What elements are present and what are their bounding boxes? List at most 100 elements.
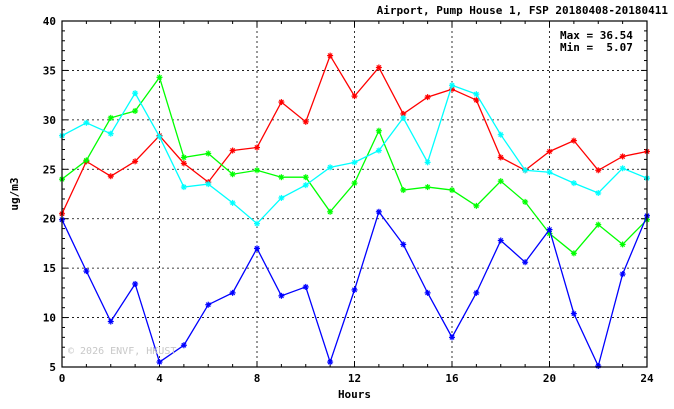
data-point xyxy=(497,178,504,185)
data-point xyxy=(619,271,626,278)
data-point xyxy=(449,334,455,341)
data-point xyxy=(254,167,260,174)
x-tick-label: 4 xyxy=(156,372,163,385)
data-point xyxy=(497,131,504,138)
stats-box: Max = 36.54 Min = 5.07 xyxy=(560,30,633,54)
data-point xyxy=(278,292,285,299)
data-point xyxy=(180,184,187,191)
data-point xyxy=(400,110,407,117)
watermark: © 2026 ENVF, HKUST xyxy=(68,346,177,357)
data-point xyxy=(229,199,236,206)
data-point xyxy=(546,226,553,233)
data-point xyxy=(156,133,163,140)
y-tick-label: 25 xyxy=(43,163,56,176)
data-point xyxy=(351,159,358,166)
x-tick-label: 24 xyxy=(640,372,654,385)
data-point xyxy=(400,241,407,248)
y-tick-label: 20 xyxy=(43,213,56,226)
x-tick-label: 16 xyxy=(445,372,459,385)
min-stat: Min = 5.07 xyxy=(560,41,633,54)
data-point xyxy=(473,97,480,104)
data-point xyxy=(570,250,577,257)
y-tick-label: 40 xyxy=(43,15,56,28)
data-point xyxy=(351,93,358,100)
data-point xyxy=(595,190,602,197)
data-point xyxy=(327,52,334,59)
data-point xyxy=(205,181,212,188)
data-point xyxy=(351,180,358,187)
data-point xyxy=(546,169,553,176)
data-point xyxy=(497,237,504,244)
data-point xyxy=(570,180,577,187)
x-tick-label: 8 xyxy=(254,372,261,385)
data-point xyxy=(302,182,309,189)
data-point xyxy=(375,147,382,154)
data-point xyxy=(132,90,139,97)
data-point xyxy=(254,220,260,227)
data-point xyxy=(375,208,382,215)
data-point xyxy=(375,64,382,71)
data-point xyxy=(132,107,139,114)
data-point xyxy=(400,114,407,121)
y-tick-label: 30 xyxy=(43,114,56,127)
data-point xyxy=(522,259,529,266)
y-axis-label: ug/m3 xyxy=(8,177,21,210)
data-point xyxy=(156,74,163,81)
data-point xyxy=(424,184,431,191)
max-stat: Max = 36.54 xyxy=(560,29,633,42)
data-point xyxy=(473,202,480,209)
data-point xyxy=(570,310,577,317)
data-point xyxy=(254,144,260,151)
data-point xyxy=(522,198,529,205)
data-point xyxy=(278,174,285,181)
data-point xyxy=(107,173,114,180)
data-point xyxy=(595,221,602,228)
data-point xyxy=(302,283,309,290)
data-point xyxy=(595,363,602,370)
data-point xyxy=(254,245,260,252)
data-point xyxy=(522,167,529,174)
data-point xyxy=(107,130,114,137)
data-point xyxy=(351,286,358,293)
x-tick-label: 20 xyxy=(543,372,556,385)
data-point xyxy=(302,118,309,125)
y-tick-label: 15 xyxy=(43,262,56,275)
data-point xyxy=(83,268,90,275)
x-tick-label: 12 xyxy=(348,372,361,385)
data-point xyxy=(327,359,334,366)
data-point xyxy=(327,208,334,215)
data-point xyxy=(424,289,431,296)
data-point xyxy=(156,359,163,366)
data-point xyxy=(229,171,236,178)
y-tick-label: 10 xyxy=(43,312,56,325)
x-axis-label: Hours xyxy=(338,388,371,401)
data-point xyxy=(424,94,431,101)
data-point xyxy=(619,165,626,172)
data-point xyxy=(595,167,602,174)
data-point xyxy=(229,147,236,154)
data-point xyxy=(302,174,309,181)
data-point xyxy=(278,194,285,201)
x-tick-label: 0 xyxy=(59,372,66,385)
data-point xyxy=(229,289,236,296)
y-tick-label: 5 xyxy=(49,361,56,374)
data-point xyxy=(546,148,553,155)
y-tick-label: 35 xyxy=(43,64,56,77)
data-point xyxy=(132,280,139,287)
chart-title: Airport, Pump House 1, FSP 20180408-2018… xyxy=(376,4,668,17)
data-point xyxy=(424,159,431,166)
series-line-0 xyxy=(61,54,648,215)
data-point xyxy=(205,301,212,308)
data-point xyxy=(473,91,480,98)
data-point xyxy=(132,158,139,165)
data-point xyxy=(107,318,114,325)
data-point xyxy=(278,99,285,106)
data-point xyxy=(449,187,455,194)
data-point xyxy=(570,137,577,144)
data-point xyxy=(83,157,90,164)
data-point xyxy=(180,154,187,161)
data-point xyxy=(449,82,455,89)
data-point xyxy=(83,119,90,126)
data-point xyxy=(497,154,504,161)
